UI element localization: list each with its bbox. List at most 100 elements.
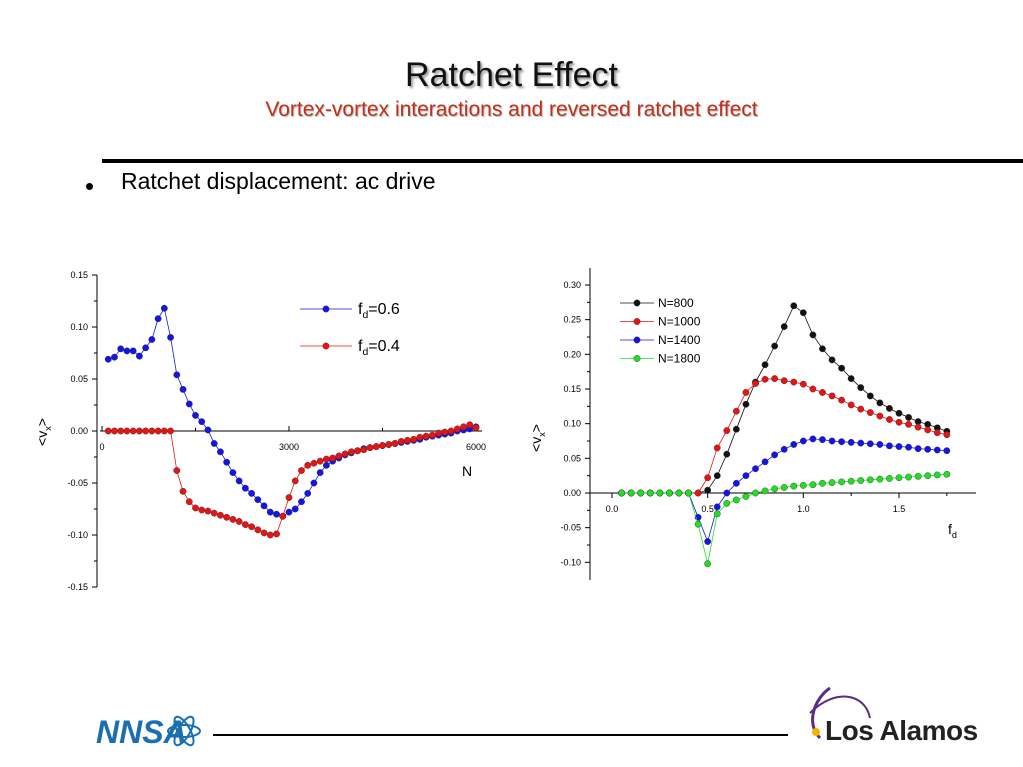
title-divider <box>102 159 1023 163</box>
data-point <box>428 431 436 439</box>
data-point <box>905 420 912 428</box>
legend-label: N=1800 <box>658 352 701 366</box>
data-point <box>627 489 635 497</box>
data-point <box>771 342 779 350</box>
legend-label: fd=0.6 <box>358 301 400 321</box>
y-tick-label: -0.10 <box>560 557 581 567</box>
data-point <box>943 447 951 455</box>
data-point <box>809 385 817 393</box>
data-point <box>732 407 740 415</box>
y-tick-label: -0.05 <box>67 478 88 488</box>
y-tick-label: 0.10 <box>563 419 581 429</box>
x-tick-label: 1.0 <box>797 504 810 514</box>
data-point <box>857 477 865 484</box>
data-point <box>713 510 721 518</box>
y-tick-label: -0.10 <box>67 530 88 540</box>
data-point <box>285 508 293 516</box>
data-point <box>304 489 312 497</box>
data-point <box>857 405 865 413</box>
data-point <box>273 510 280 518</box>
data-point <box>732 479 740 487</box>
x-tick-label: 3000 <box>279 442 299 452</box>
data-point <box>819 389 826 396</box>
data-point <box>185 400 193 408</box>
data-point <box>179 385 187 393</box>
data-point <box>876 399 884 407</box>
data-point <box>198 418 206 426</box>
data-point <box>761 375 769 383</box>
x-tick-label: 0 <box>99 442 104 452</box>
data-point <box>117 345 125 353</box>
data-point <box>933 446 941 454</box>
data-point <box>223 458 231 466</box>
legend-swatch-marker <box>633 299 641 307</box>
data-point <box>704 486 712 494</box>
legend-label: N=1000 <box>658 315 701 329</box>
data-point <box>142 344 150 352</box>
los-alamos-logo-text: Los Alamos <box>825 715 978 746</box>
data-point <box>838 438 845 446</box>
x-tick-label: 6000 <box>466 442 486 452</box>
data-point <box>876 441 884 448</box>
data-point <box>192 504 199 512</box>
data-point <box>866 392 874 400</box>
data-point <box>273 530 280 538</box>
data-point <box>210 440 218 447</box>
y-tick-label: 0.00 <box>70 426 88 436</box>
data-point <box>104 355 112 363</box>
data-point <box>914 445 922 453</box>
data-point <box>285 494 293 501</box>
data-point <box>905 443 912 451</box>
data-point <box>704 560 712 568</box>
data-point <box>761 458 769 466</box>
data-point <box>895 474 903 482</box>
y-tick-label: 0.15 <box>563 384 581 394</box>
data-point <box>260 502 268 510</box>
nnsa-logo: NNSA <box>96 714 201 749</box>
data-point <box>254 496 262 504</box>
data-point <box>360 446 368 454</box>
data-point <box>447 427 455 435</box>
y-axis-label: <vx> <box>528 424 547 452</box>
x-tick-label: 1.5 <box>893 504 906 514</box>
data-point <box>167 427 174 435</box>
x-axis-label: N <box>462 463 472 479</box>
data-point <box>291 477 299 485</box>
data-point <box>866 440 874 448</box>
legend-swatch-marker <box>633 355 641 362</box>
data-point <box>742 389 750 396</box>
data-point <box>771 485 779 493</box>
legend-label: fd=0.4 <box>358 338 400 358</box>
data-point <box>329 454 337 462</box>
data-point <box>895 409 903 417</box>
data-point <box>685 489 692 497</box>
data-point <box>876 475 884 483</box>
data-point <box>129 347 137 355</box>
y-tick-label: 0.20 <box>563 349 581 359</box>
data-point <box>341 450 349 458</box>
data-point <box>895 418 903 426</box>
data-point <box>229 469 237 476</box>
bullet-text: Ratchet displacement: ac drive <box>121 168 436 194</box>
data-point <box>298 498 305 506</box>
data-point <box>637 489 645 497</box>
data-point <box>723 427 731 434</box>
y-tick-label: 0.10 <box>70 322 88 332</box>
x-axis-label: fd <box>948 521 957 540</box>
data-point <box>266 508 274 516</box>
data-point <box>914 423 922 431</box>
y-tick-label: 0.25 <box>563 315 581 325</box>
data-point <box>713 472 721 480</box>
legend-swatch-marker <box>322 305 330 313</box>
data-point <box>790 378 798 386</box>
data-point <box>780 377 788 385</box>
data-point <box>185 498 193 506</box>
legend-swatch-marker <box>322 342 330 350</box>
data-point <box>173 371 181 379</box>
legend-label: N=1400 <box>658 333 701 347</box>
y-tick-label: 0.05 <box>563 453 581 463</box>
data-point <box>410 435 418 443</box>
data-point <box>472 424 480 432</box>
data-point <box>924 445 932 453</box>
